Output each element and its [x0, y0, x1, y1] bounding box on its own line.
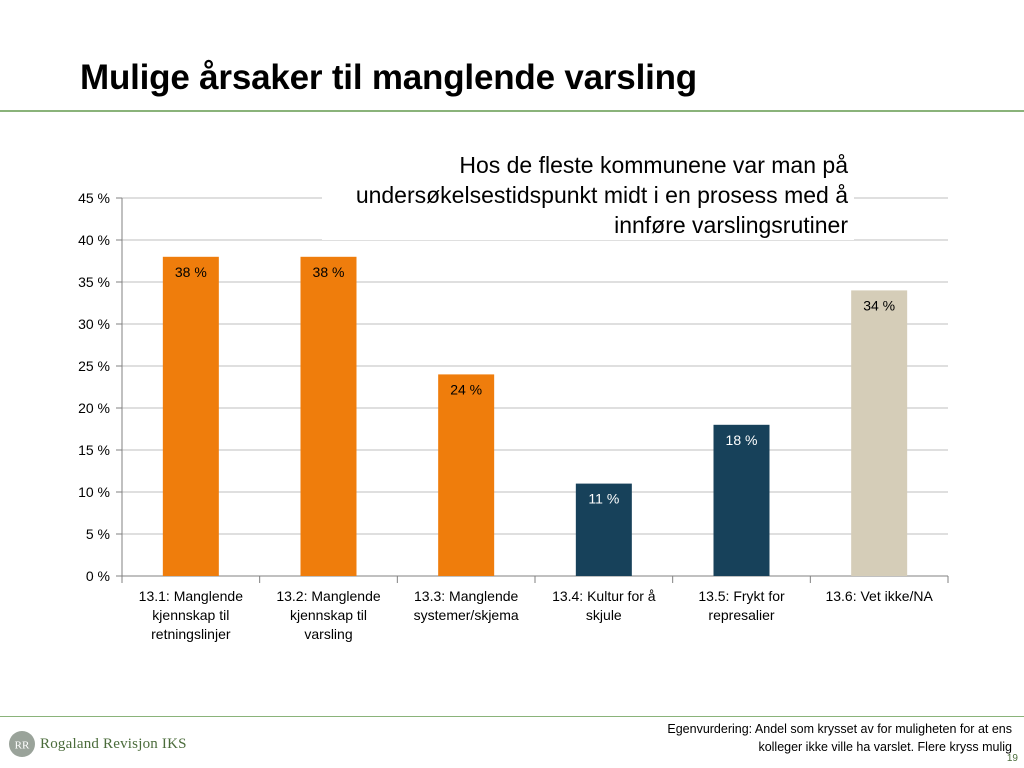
y-tick-label: 10 %: [78, 484, 110, 500]
x-tick-label-line: 13.5: Frykt for: [698, 588, 785, 604]
x-tick-label-line: 13.6: Vet ikke/NA: [825, 588, 933, 604]
bar: [851, 290, 908, 576]
title-divider: [0, 110, 1024, 112]
x-tick-label: 13.5: Frykt for represalier: [698, 588, 785, 623]
bar: [300, 256, 357, 576]
footnote-line-1: Egenvurdering: Andel som krysset av for …: [667, 722, 1012, 736]
y-tick-label: 5 %: [86, 526, 110, 542]
x-tick-label-line: systemer/skjema: [414, 607, 519, 623]
y-tick-label: 45 %: [78, 190, 110, 206]
y-tick-label: 30 %: [78, 316, 110, 332]
x-tick-label-line: kjennskap til: [152, 607, 229, 623]
x-tick-label: 13.2: Manglende kjennskap til varsling: [276, 588, 381, 642]
data-label: 34 %: [863, 297, 895, 313]
x-tick-label: 13.6: Vet ikke/NA: [825, 588, 933, 604]
y-tick-label: 0 %: [86, 568, 110, 584]
x-tick-label-line: kjennskap til: [290, 607, 367, 623]
x-tick-label: 13.4: Kultur for å skjule: [552, 588, 656, 623]
x-tick-label-line: 13.3: Manglende: [414, 588, 519, 604]
data-label: 38 %: [313, 264, 345, 280]
y-tick-label: 20 %: [78, 400, 110, 416]
page-number: 19: [1006, 753, 1018, 764]
bar: [575, 483, 632, 576]
footer-divider: [0, 716, 1024, 717]
data-label: 11 %: [588, 491, 619, 507]
logo-text: Rogaland Revisjon IKS: [40, 735, 187, 752]
svg-text:RR: RR: [15, 740, 30, 752]
footnote: Egenvurdering: Andel som krysset av for …: [552, 720, 1012, 756]
x-tick-label-line: 13.1: Manglende: [139, 588, 244, 604]
footnote-line-2: kolleger ikke ville ha varslet. Flere kr…: [758, 740, 1012, 754]
x-tick-label-line: 13.4: Kultur for å: [552, 588, 656, 604]
y-tick-label: 40 %: [78, 232, 110, 248]
y-tick-label: 25 %: [78, 358, 110, 374]
bar-chart: 0 % 5 % 10 % 15 % 20 % 25 % 30 % 35 % 40 % 45 % 38…: [78, 190, 949, 642]
logo-icon: RR: [9, 731, 35, 757]
x-tick-label-line: 13.2: Manglende: [276, 588, 381, 604]
bar: [713, 424, 770, 576]
x-tick-label-line: varsling: [304, 626, 352, 642]
y-tick-label: 35 %: [78, 274, 110, 290]
x-tick-label: 13.1: Manglende kjennskap til retningslinj…: [139, 588, 244, 642]
company-logo: RR Rogaland Revisjon IKS: [8, 730, 187, 758]
bar: [162, 256, 219, 576]
data-label: 18 %: [726, 432, 758, 448]
x-tick-label-line: skjule: [586, 607, 622, 623]
x-tick-label-line: represalier: [708, 607, 774, 623]
x-tick-label-line: retningslinjer: [151, 626, 231, 642]
slide-title: Mulige årsaker til manglende varsling: [80, 58, 697, 97]
callout-text: Hos de fleste kommunene var man på under…: [322, 150, 854, 240]
x-tick-label: 13.3: Manglende systemer/skjema: [414, 588, 519, 623]
data-label: 38 %: [175, 264, 207, 280]
data-label: 24 %: [450, 381, 482, 397]
bar: [438, 374, 495, 576]
y-tick-label: 15 %: [78, 442, 110, 458]
